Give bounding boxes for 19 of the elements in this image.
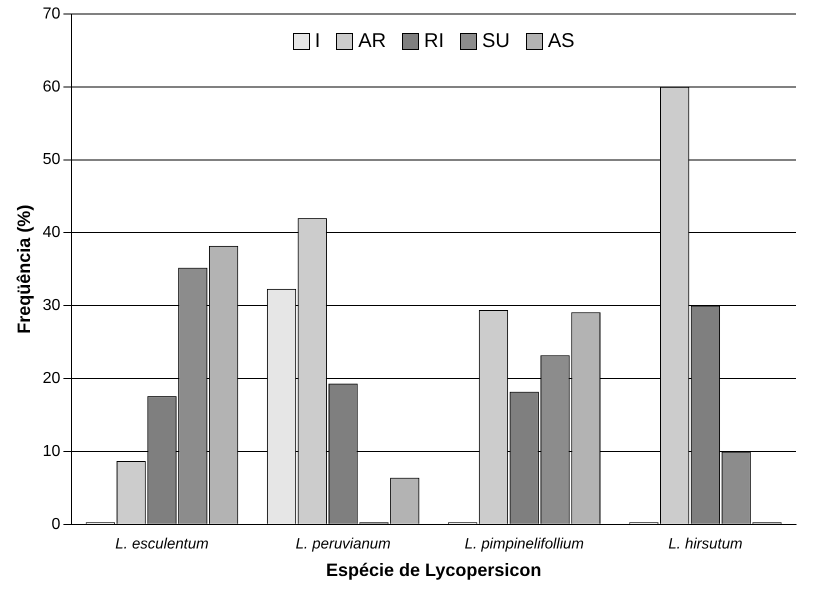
x-tick-label: L. esculentum <box>115 536 209 553</box>
legend-label: RI <box>424 30 444 53</box>
legend-label: I <box>314 30 320 53</box>
y-tick-label: 60 <box>42 78 60 96</box>
y-axis-title: Freqüência (%) <box>14 204 34 334</box>
legend-label: AR <box>358 30 386 53</box>
y-tick-label: 10 <box>42 442 60 460</box>
legend-label: SU <box>482 30 510 53</box>
x-axis-title: Espécie de Lycopersicon <box>326 560 542 580</box>
y-tick-label: 70 <box>42 5 60 22</box>
x-tick-label: L. pimpinelifollium <box>464 536 584 553</box>
y-tick-label: 50 <box>42 151 60 168</box>
x-tick-label: L. peruvianum <box>296 536 391 553</box>
y-tick-label: 20 <box>42 370 60 387</box>
x-tick-label: L. hirsutum <box>668 536 743 553</box>
legend-label: AS <box>548 30 575 53</box>
y-tick-label: 30 <box>42 297 60 314</box>
y-tick-label: 40 <box>42 224 60 242</box>
y-tick-label: 0 <box>51 516 60 533</box>
